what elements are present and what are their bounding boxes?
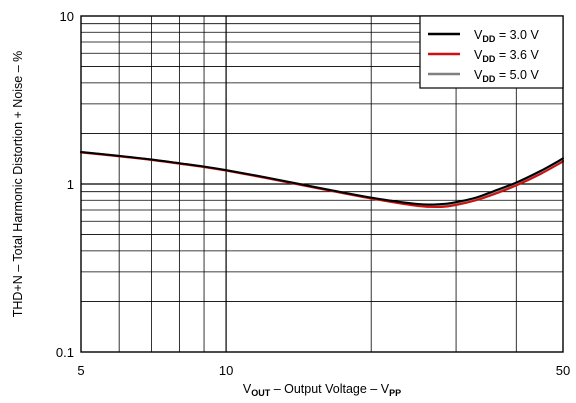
x-tick-label: 5	[77, 363, 84, 378]
y-tick-label: 0.1	[56, 345, 74, 360]
legend-label: VDD = 3.6 V	[474, 48, 539, 64]
y-axis-label: THD+N – Total Harmonic Distortion + Nois…	[11, 51, 25, 318]
legend-label: VDD = 5.0 V	[474, 68, 539, 84]
legend: VDD = 3.0 V VDD = 3.6 V VDD = 5.0 V	[419, 15, 564, 89]
y-tick-label: 10	[60, 9, 74, 24]
legend-label: VDD = 3.0 V	[474, 28, 539, 44]
x-axis-label: VOUT – Output Voltage – VPP	[243, 382, 401, 398]
series-line-1	[80, 151, 564, 206]
legend-box	[419, 15, 564, 89]
plot-frame	[80, 15, 564, 353]
y-tick-label: 1	[67, 177, 74, 192]
series-layer	[80, 151, 564, 209]
tick-labels: 5 10 50 0.1 1 10	[56, 9, 570, 378]
x-tick-label: 50	[556, 363, 570, 378]
x-tick-label: 10	[219, 363, 233, 378]
